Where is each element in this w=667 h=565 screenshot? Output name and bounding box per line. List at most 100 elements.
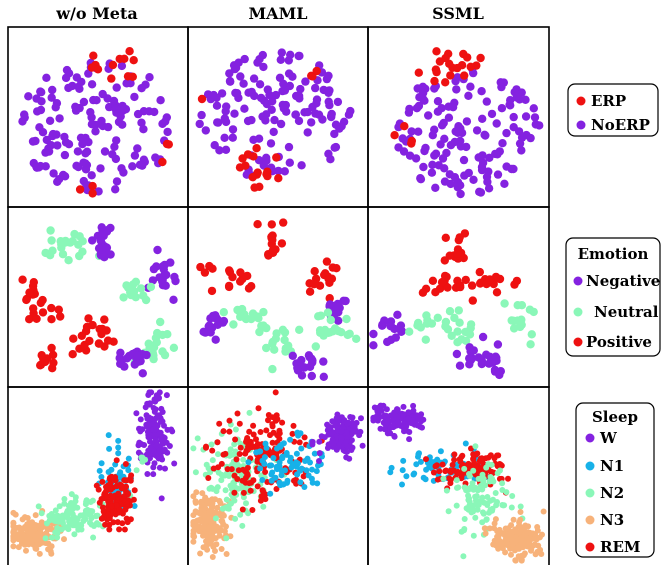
scatter-point-rem xyxy=(113,502,120,509)
scatter-point-n3 xyxy=(43,530,49,537)
scatter-point-noerp xyxy=(260,96,269,106)
scatter-point-w xyxy=(327,440,334,447)
scatter-point-rem xyxy=(273,486,280,492)
scatter-point-neutral xyxy=(169,343,179,352)
scatter-point-negative xyxy=(305,362,315,371)
scatter-point-noerp xyxy=(450,173,460,182)
scatter-point-n2 xyxy=(35,503,42,510)
scatter-point-noerp xyxy=(130,151,140,160)
scatter-point-noerp xyxy=(530,113,540,122)
scatter-point-n1 xyxy=(262,440,269,447)
scatter-point-noerp xyxy=(440,134,449,143)
scatter-point-n1 xyxy=(315,462,321,469)
scatter-point-rem xyxy=(203,444,209,451)
scatter-point-n2 xyxy=(453,477,460,484)
scatter-point-noerp xyxy=(215,146,224,155)
scatter-point-n3 xyxy=(45,546,52,553)
scatter-point-n3 xyxy=(212,548,218,554)
scatter-point-noerp xyxy=(456,142,466,151)
scatter-point-n2 xyxy=(61,500,68,507)
legend-sleep: Sleep W N1 N2 N3 REM xyxy=(575,402,655,558)
scatter-point-negative xyxy=(293,366,303,375)
scatter-point-rem xyxy=(254,441,261,447)
scatter-point-w xyxy=(158,495,165,502)
scatter-point-negative xyxy=(213,320,222,329)
scatter-point-positive xyxy=(322,257,332,266)
scatter-point-rem xyxy=(105,511,112,518)
scatter-point-neutral xyxy=(268,337,277,347)
scatter-point-noerp xyxy=(240,54,249,64)
scatter-point-w xyxy=(391,433,398,440)
scatter-point-rem xyxy=(495,452,502,459)
scatter-point-n1 xyxy=(98,460,105,467)
scatter-point-noerp xyxy=(42,73,51,83)
scatter-point-negative xyxy=(319,372,328,381)
scatter-point-noerp xyxy=(411,154,421,163)
scatter-point-negative xyxy=(452,349,462,359)
scatter-point-positive xyxy=(332,264,341,273)
scatter-point-rem xyxy=(301,434,308,441)
scatter-point-w xyxy=(144,423,151,430)
scatter-point-n3 xyxy=(201,519,208,526)
scatter-point-rem xyxy=(447,467,454,474)
scatter-point-noerp xyxy=(424,111,433,120)
scatter-point-w xyxy=(387,430,394,437)
scatter-point-n2 xyxy=(468,509,475,516)
scatter-point-noerp xyxy=(79,176,89,186)
scatter-point-n2 xyxy=(87,499,94,505)
scatter-point-n1 xyxy=(283,450,290,456)
scatter-point-noerp xyxy=(297,161,306,170)
scatter-point-n2 xyxy=(90,534,97,541)
scatter-point-n2 xyxy=(64,513,71,520)
scatter-point-negative xyxy=(393,310,402,319)
scatter-point-neutral xyxy=(47,236,56,245)
scatter-point-n3 xyxy=(192,498,199,505)
scatter-point-w xyxy=(150,464,157,471)
scatter-point-w xyxy=(377,425,384,432)
scatter-point-rem xyxy=(243,438,249,445)
scatter-point-rem xyxy=(451,451,458,458)
scatter-point-noerp xyxy=(492,119,501,128)
scatter-point-n1 xyxy=(245,459,252,466)
scatter-point-noerp xyxy=(296,84,305,94)
scatter-point-n3 xyxy=(28,538,35,545)
scatter-point-neutral xyxy=(527,330,536,339)
scatter-point-n1 xyxy=(105,469,112,475)
scatter-point-negative xyxy=(288,351,297,360)
scatter-point-w xyxy=(348,447,355,453)
scatter-point-noerp xyxy=(137,84,146,93)
scatter-point-w xyxy=(385,417,392,424)
scatter-point-n2 xyxy=(467,501,474,508)
scatter-point-w xyxy=(155,394,162,401)
scatter-point-noerp xyxy=(427,168,437,177)
scatter-point-n1 xyxy=(270,455,277,461)
scatter-point-n2 xyxy=(461,527,467,534)
scatter-point-w xyxy=(351,423,358,430)
scatter-point-rem xyxy=(95,486,102,493)
scatter-point-w xyxy=(406,436,413,443)
scatter-point-neutral xyxy=(255,327,264,337)
scatter-point-noerp xyxy=(416,175,426,184)
scatter-point-noerp xyxy=(96,164,105,173)
legend-erp-box xyxy=(567,83,659,137)
scatter-point-noerp xyxy=(64,69,74,78)
scatter-point-rem xyxy=(237,444,244,451)
scatter-point-positive xyxy=(475,267,484,277)
scatter-point-n3 xyxy=(197,511,204,517)
scatter-point-noerp xyxy=(137,118,146,127)
scatter-point-noerp xyxy=(255,80,265,89)
scatter-point-n1 xyxy=(280,481,287,488)
scatter-point-n2 xyxy=(472,514,479,521)
scatter-point-neutral xyxy=(323,308,333,317)
scatter-point-neutral xyxy=(281,347,290,356)
scatter-point-n1 xyxy=(314,480,321,487)
scatter-point-n1 xyxy=(105,432,112,439)
scatter-point-noerp xyxy=(333,97,343,107)
scatter-point-negative xyxy=(495,370,504,380)
scatter-point-n1 xyxy=(303,467,310,474)
scatter-point-n3 xyxy=(15,544,22,551)
scatter-point-negative xyxy=(100,253,109,262)
scatter-point-n1 xyxy=(434,456,441,463)
scatter-point-noerp xyxy=(87,171,96,180)
scatter-point-w xyxy=(157,453,164,460)
